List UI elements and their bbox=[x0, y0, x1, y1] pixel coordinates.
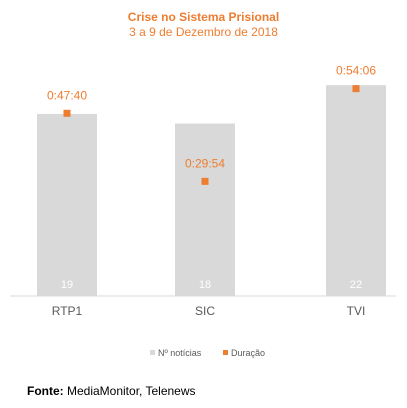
legend-swatch-duration bbox=[223, 350, 228, 355]
source-text: MediaMonitor, Telenews bbox=[63, 384, 196, 398]
marker-label-rtp1: 0:47:40 bbox=[47, 88, 87, 102]
x-tick-tvi: TVI bbox=[347, 304, 366, 318]
source-label: Fonte: bbox=[27, 384, 64, 398]
marker-label-tvi: 0:54:06 bbox=[336, 64, 376, 78]
bar-label-rtp1: 19 bbox=[61, 279, 73, 291]
chart-title: Crise no Sistema Prisional bbox=[127, 10, 280, 24]
x-tick-rtp1: RTP1 bbox=[52, 304, 83, 318]
bar-tvi bbox=[326, 85, 386, 297]
legend-label-duration: Duração bbox=[231, 348, 265, 358]
legend-swatch-news bbox=[150, 350, 155, 355]
bar-label-sic: 18 bbox=[199, 279, 211, 291]
bar-rtp1 bbox=[37, 113, 97, 297]
legend-label-news: Nº notícias bbox=[158, 348, 202, 358]
marker-tvi bbox=[352, 85, 360, 93]
source-note: Fonte: MediaMonitor, Telenews bbox=[27, 384, 196, 398]
chart-subtitle: 3 a 9 de Dezembro de 2018 bbox=[129, 25, 278, 39]
marker-rtp1 bbox=[63, 109, 71, 117]
marker-label-sic: 0:29:54 bbox=[185, 156, 225, 170]
marker-sic bbox=[201, 177, 209, 185]
bar-label-tvi: 22 bbox=[350, 279, 362, 291]
x-tick-sic: SIC bbox=[195, 304, 215, 318]
bar-sic bbox=[175, 123, 235, 296]
